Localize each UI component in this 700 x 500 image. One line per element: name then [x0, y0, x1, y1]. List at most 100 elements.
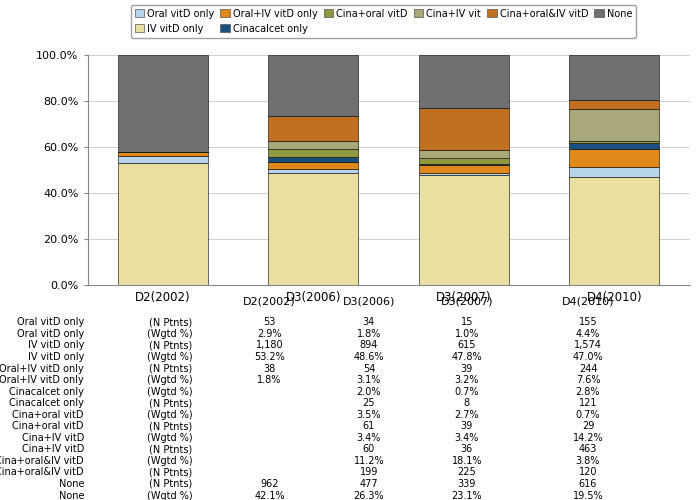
Bar	[268, 150, 358, 158]
Bar	[118, 152, 208, 156]
Text: 339: 339	[458, 479, 476, 489]
Bar	[569, 141, 659, 143]
Bar	[419, 173, 509, 175]
Bar	[268, 158, 358, 162]
Text: 47.0%: 47.0%	[573, 352, 603, 362]
Text: Cina+oral vitD: Cina+oral vitD	[13, 421, 84, 431]
Text: 477: 477	[360, 479, 378, 489]
Bar	[118, 156, 208, 162]
Bar	[419, 175, 509, 285]
Text: (Wgtd %): (Wgtd %)	[147, 456, 193, 466]
Text: (Wgtd %): (Wgtd %)	[147, 490, 193, 500]
Text: Cina+oral vitD: Cina+oral vitD	[13, 410, 84, 420]
Text: None: None	[59, 479, 84, 489]
Text: D3(2007): D3(2007)	[441, 296, 493, 306]
Text: 3.8%: 3.8%	[576, 456, 600, 466]
Bar	[419, 55, 509, 108]
Text: 23.1%: 23.1%	[452, 490, 482, 500]
Text: 616: 616	[579, 479, 597, 489]
Text: 53.2%: 53.2%	[254, 352, 285, 362]
Text: 1,574: 1,574	[574, 340, 602, 350]
Text: 121: 121	[579, 398, 597, 408]
Text: 2.8%: 2.8%	[575, 386, 601, 396]
Text: Cina+IV vitD: Cina+IV vitD	[22, 444, 84, 454]
Text: 615: 615	[458, 340, 476, 350]
Text: 11.2%: 11.2%	[354, 456, 384, 466]
Text: 463: 463	[579, 444, 597, 454]
Text: D3(2006): D3(2006)	[343, 296, 395, 306]
Bar	[268, 169, 358, 173]
Text: (N Ptnts): (N Ptnts)	[149, 421, 192, 431]
Text: 29: 29	[582, 421, 594, 431]
Text: 42.1%: 42.1%	[254, 490, 285, 500]
Text: 14.2%: 14.2%	[573, 433, 603, 443]
Text: 2.9%: 2.9%	[258, 329, 281, 339]
Text: (N Ptnts): (N Ptnts)	[149, 479, 192, 489]
Text: None: None	[59, 490, 84, 500]
Bar	[569, 143, 659, 150]
Text: (Wgtd %): (Wgtd %)	[147, 386, 193, 396]
Text: 0.7%: 0.7%	[575, 410, 601, 420]
Text: 18.1%: 18.1%	[452, 456, 482, 466]
Text: 2.0%: 2.0%	[357, 386, 382, 396]
Text: 3.5%: 3.5%	[357, 410, 382, 420]
Text: Oral+IV vitD only: Oral+IV vitD only	[0, 375, 84, 385]
Text: Cina+IV vitD: Cina+IV vitD	[22, 433, 84, 443]
Text: 60: 60	[363, 444, 375, 454]
Text: Cinacalcet only: Cinacalcet only	[9, 398, 84, 408]
Bar	[419, 164, 509, 166]
Text: (N Ptnts): (N Ptnts)	[149, 364, 192, 374]
Text: 4.4%: 4.4%	[576, 329, 600, 339]
Bar	[419, 158, 509, 164]
Bar	[118, 162, 208, 285]
Text: Cinacalcet only: Cinacalcet only	[9, 386, 84, 396]
Text: 1,180: 1,180	[256, 340, 284, 350]
Legend: Oral vitD only, IV vitD only, Oral+IV vitD only, Cinacalcet only, Cina+oral vitD: Oral vitD only, IV vitD only, Oral+IV vi…	[131, 5, 636, 38]
Text: 244: 244	[579, 364, 597, 374]
Text: Cina+oral&IV vitD: Cina+oral&IV vitD	[0, 456, 84, 466]
Text: Cina+oral&IV vitD: Cina+oral&IV vitD	[0, 468, 84, 477]
Text: (Wgtd %): (Wgtd %)	[147, 433, 193, 443]
Text: IV vitD only: IV vitD only	[27, 352, 84, 362]
Text: (Wgtd %): (Wgtd %)	[147, 352, 193, 362]
Bar	[569, 100, 659, 108]
Bar	[569, 108, 659, 141]
Text: Oral vitD only: Oral vitD only	[17, 329, 84, 339]
Text: 38: 38	[263, 364, 276, 374]
Text: D4(2010): D4(2010)	[561, 296, 615, 306]
Bar	[268, 55, 358, 116]
Bar	[268, 162, 358, 169]
Text: 3.4%: 3.4%	[357, 433, 381, 443]
Text: 36: 36	[461, 444, 473, 454]
Text: 61: 61	[363, 421, 375, 431]
Text: 1.8%: 1.8%	[258, 375, 281, 385]
Text: 15: 15	[461, 318, 473, 328]
Text: 962: 962	[260, 479, 279, 489]
Text: 19.5%: 19.5%	[573, 490, 603, 500]
Text: (N Ptnts): (N Ptnts)	[149, 340, 192, 350]
Text: 25: 25	[363, 398, 375, 408]
Text: IV vitD only: IV vitD only	[27, 340, 84, 350]
Text: (N Ptnts): (N Ptnts)	[149, 398, 192, 408]
Bar	[569, 55, 659, 100]
Text: 3.2%: 3.2%	[455, 375, 479, 385]
Bar	[268, 116, 358, 141]
Bar	[118, 55, 208, 152]
Text: 47.8%: 47.8%	[452, 352, 482, 362]
Text: 155: 155	[579, 318, 597, 328]
Text: (Wgtd %): (Wgtd %)	[147, 329, 193, 339]
Bar	[268, 173, 358, 285]
Text: 1.8%: 1.8%	[357, 329, 381, 339]
Text: (N Ptnts): (N Ptnts)	[149, 318, 192, 328]
Bar	[569, 167, 659, 177]
Text: 8: 8	[464, 398, 470, 408]
Text: 26.3%: 26.3%	[354, 490, 384, 500]
Text: 0.7%: 0.7%	[455, 386, 479, 396]
Text: D2(2002): D2(2002)	[243, 296, 296, 306]
Text: 894: 894	[360, 340, 378, 350]
Text: 54: 54	[363, 364, 375, 374]
Bar	[419, 108, 509, 150]
Bar	[268, 142, 358, 150]
Text: (Wgtd %): (Wgtd %)	[147, 410, 193, 420]
Bar	[569, 150, 659, 167]
